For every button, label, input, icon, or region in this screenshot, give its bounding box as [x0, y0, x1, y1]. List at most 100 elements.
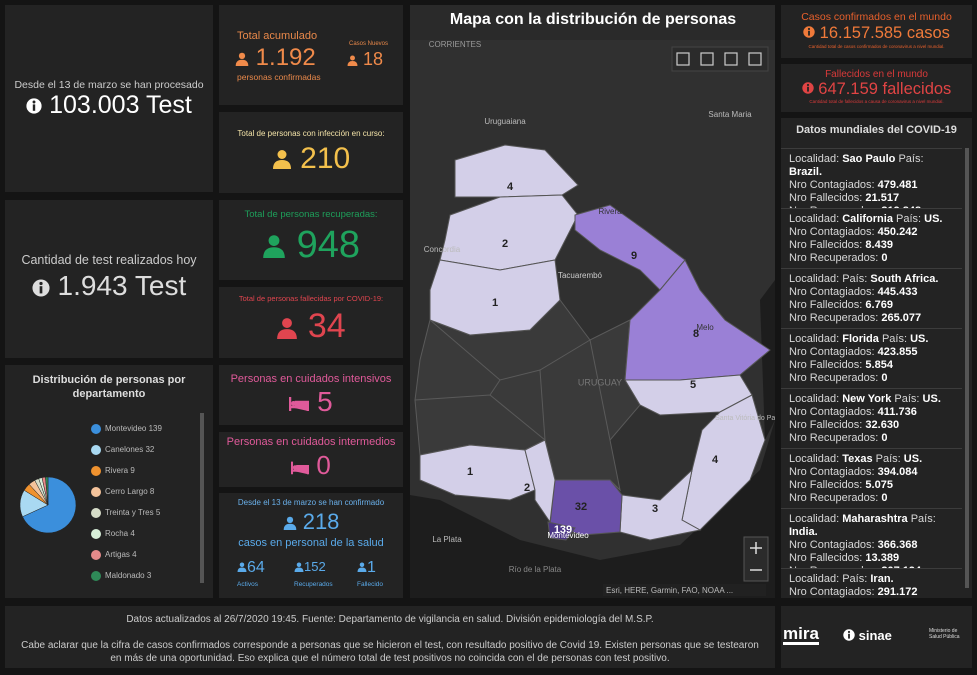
legend-swatch — [91, 466, 101, 476]
toolbar-button[interactable] — [700, 52, 714, 66]
field-label: Nro Fallecidos: — [789, 359, 863, 371]
field-label: Nro Recuperados: — [789, 432, 879, 444]
icon — [290, 452, 310, 483]
place-label: CORRIENTES — [429, 40, 481, 49]
logos-panel: mira sinae Ministerio de Salud Pública — [781, 606, 972, 668]
legend-name: Treinta y Tres — [105, 508, 154, 517]
scrollbar[interactable] — [965, 148, 969, 588]
department — [547, 521, 576, 541]
health-item-label: Recuperados — [294, 581, 333, 588]
value-text: 64 — [247, 559, 265, 577]
deaths-line: Nro Fallecidos: 6.769 — [789, 299, 954, 312]
place-label: Concordia — [424, 245, 461, 254]
icon — [237, 559, 247, 577]
attribution-bg — [603, 584, 766, 596]
icon-body — [283, 523, 296, 531]
field-label: País: — [842, 273, 868, 285]
place-label: URUGUAY — [578, 377, 622, 387]
recovered-line: Nro Recuperados: 207.194 — [789, 565, 954, 568]
world-item: Localidad: Florida País: US. Nro Contagi… — [781, 328, 962, 388]
value-text: 34 — [307, 307, 346, 345]
field-value: New York — [842, 393, 892, 405]
icon — [235, 45, 249, 73]
new-value: 18 — [347, 49, 383, 71]
legend-swatch — [91, 487, 101, 497]
field-value: 5.075 — [865, 479, 893, 491]
scrollbar[interactable] — [200, 413, 204, 583]
icon-dot — [847, 630, 851, 634]
logo-msp: Ministerio de Salud Pública — [929, 628, 960, 640]
icon-graphic — [843, 629, 855, 641]
field-label: Nro Fallecidos: — [789, 479, 863, 491]
legend-name: Montevideo — [105, 424, 147, 433]
total-panel: Total acumulado 1.192 personas confirmad… — [219, 5, 403, 105]
field-value: 265.077 — [881, 312, 922, 324]
toolbar-button[interactable] — [724, 52, 738, 66]
field-value: 450.242 — [877, 226, 918, 238]
label: Total de personas recuperadas: — [244, 209, 378, 220]
place-label: Melo — [696, 323, 714, 332]
value: 1.192 — [235, 44, 316, 73]
borders — [414, 319, 611, 441]
icon-dot — [32, 100, 36, 104]
icon-head — [359, 562, 365, 567]
department — [419, 444, 536, 501]
legend-swatch — [91, 550, 101, 560]
active-panel: Total de personas con infección en curso… — [219, 112, 403, 193]
field-label: Nro Contagiados: — [789, 346, 875, 358]
deaths-line: Nro Fallecidos: 21.517 — [789, 192, 954, 205]
tests-total-panel: Desde el 13 de marzo se han procesado 10… — [5, 5, 213, 192]
footer-panel: Datos actualizados al 26/7/2020 19:45. F… — [5, 606, 775, 668]
field-value: South Africa. — [870, 273, 939, 285]
field-value: 445.433 — [877, 286, 918, 298]
field-label: País: — [875, 453, 901, 465]
icon-graphic — [237, 562, 247, 572]
world-list[interactable]: Localidad: Sao Paulo País: Brazil. Nro C… — [781, 148, 962, 598]
field-value: Florida — [842, 333, 879, 345]
department-count: 8 — [693, 328, 699, 340]
icon-body — [237, 567, 247, 572]
icon — [32, 272, 50, 304]
map[interactable]: Mapa con la distribución de personas Esr… — [410, 5, 775, 598]
zoom-in[interactable] — [750, 542, 762, 554]
icon-i — [848, 633, 850, 639]
departments-panel: Distribución de personas por departament… — [5, 365, 213, 598]
place-label: La Plata — [432, 535, 462, 544]
field-label: Nro Recuperados: — [789, 492, 879, 504]
department-count: 3 — [652, 503, 658, 515]
icu-panel: Personas en cuidados intensivos 5 — [219, 365, 403, 425]
department-count: 9 — [631, 250, 637, 262]
icon-graphic — [235, 52, 249, 66]
field-value: Iran. — [870, 573, 894, 585]
health-item-label: Activos — [237, 581, 258, 588]
field-value: US. — [903, 453, 923, 465]
field-label: Nro Fallecidos: — [789, 192, 863, 204]
legend-value: 9 — [130, 466, 135, 475]
location-line: Localidad: País: Iran. — [789, 573, 954, 586]
label: Fallecidos en el mundo — [825, 69, 928, 80]
logo-sinae: sinae — [843, 628, 892, 644]
icon-graphic — [272, 150, 291, 170]
field-label: Nro Recuperados: — [789, 312, 879, 324]
legend-value: 4 — [130, 529, 135, 538]
toolbar-button[interactable] — [748, 52, 762, 66]
field-value: India. — [789, 526, 818, 538]
value-text: 18 — [363, 49, 384, 69]
field-value: 32.630 — [865, 419, 900, 431]
value: 0 — [219, 450, 403, 483]
legend-swatch — [91, 424, 101, 434]
world-list-panel: Datos mundiales del COVID-19 Localidad: … — [781, 118, 972, 598]
label: Total acumulado — [237, 30, 318, 42]
icon — [843, 629, 855, 644]
recovered-line: Nro Recuperados: 0 — [789, 372, 954, 385]
world-item: Localidad: New York País: US. Nro Contag… — [781, 388, 962, 448]
icon-graphic — [357, 562, 367, 572]
icon-head — [277, 150, 287, 160]
icon-head — [291, 400, 297, 406]
cases-line: Nro Contagiados: 411.736 — [789, 406, 954, 419]
field-value: 6.769 — [865, 299, 893, 311]
icon-body — [294, 567, 304, 573]
icon-graphic — [289, 396, 310, 411]
toolbar-button[interactable] — [676, 52, 690, 66]
recovered-line: Nro Recuperados: 0 — [789, 252, 954, 265]
